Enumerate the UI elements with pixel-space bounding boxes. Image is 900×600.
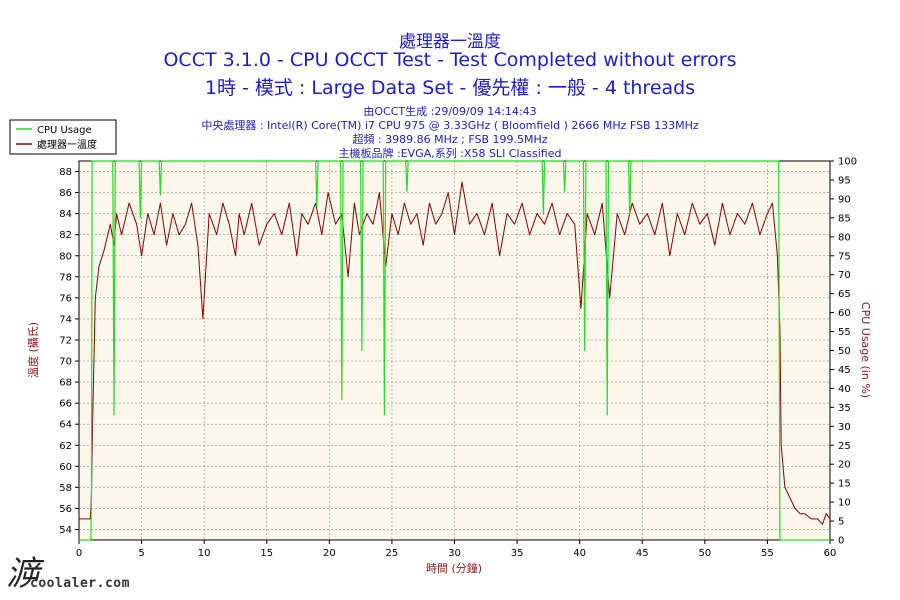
legend-label-cpu-usage: CPU Usage — [37, 125, 92, 136]
x-tick-label: 30 — [448, 548, 461, 559]
x-tick-label: 50 — [698, 548, 711, 559]
y-right-tick-label: 60 — [838, 308, 851, 319]
y-right-tick-label: 30 — [838, 422, 851, 433]
y-right-tick-label: 75 — [838, 251, 851, 262]
y-left-tick-label: 56 — [59, 504, 72, 515]
y-right-tick-label: 40 — [838, 384, 851, 395]
x-tick-label: 0 — [76, 548, 82, 559]
info-generated: 由OCCT生成 :29/09/09 14:14:43 — [363, 105, 537, 118]
y-left-tick-label: 62 — [59, 441, 72, 452]
y-left-tick-label: 64 — [59, 420, 72, 431]
y-right-tick-label: 85 — [838, 213, 851, 224]
info-motherboard: 主機板品牌 :EVGA,系列 :X58 SLI Classified — [338, 147, 562, 160]
y-left-tick-label: 68 — [59, 378, 72, 389]
x-axis-label: 時間 (分鐘) — [426, 561, 482, 575]
x-tick-label: 5 — [138, 548, 144, 559]
y-right-tick-label: 50 — [838, 346, 851, 357]
grid — [79, 161, 830, 540]
y-left-tick-label: 80 — [59, 251, 72, 262]
y-right-tick-label: 100 — [838, 157, 857, 168]
y-left-tick-label: 88 — [59, 167, 72, 178]
chart-title-line1: 處理器一溫度 — [399, 32, 501, 52]
y-axis-right-label: CPU Usage (in %) — [859, 302, 872, 398]
legend-label-temperature: 處理器一溫度 — [37, 138, 97, 151]
y-right-tick-label: 0 — [838, 536, 844, 547]
y-right-tick-label: 55 — [838, 327, 851, 338]
y-axis-left-label: 溫度 (攝氏) — [26, 322, 40, 378]
x-tick-label: 60 — [824, 548, 837, 559]
y-left-tick-label: 70 — [59, 357, 72, 368]
y-axis-right: 0 5 10 15 20 25 30 35 40 45 50 55 60 65 70 75 80 85 90 95 10… — [830, 157, 857, 547]
y-right-tick-label: 45 — [838, 365, 851, 376]
chart-title-line2: OCCT 3.1.0 - CPU OCCT Test - Test Comple… — [163, 49, 737, 71]
x-tick-label: 45 — [636, 548, 649, 559]
x-tick-label: 10 — [198, 548, 211, 559]
y-left-tick-label: 86 — [59, 188, 72, 199]
x-axis: 0 5 10 15 20 25 30 35 40 45 50 55 60 — [76, 540, 837, 559]
x-tick-label: 35 — [511, 548, 524, 559]
info-cpu: 中央處理器 : Intel(R) Core(TM) i7 CPU 975 @ 3… — [201, 119, 699, 132]
y-right-tick-label: 5 — [838, 517, 844, 528]
y-right-tick-label: 65 — [838, 289, 851, 300]
x-tick-label: 25 — [386, 548, 399, 559]
y-left-tick-label: 60 — [59, 462, 72, 473]
info-overclock: 超頻 : 3989.86 MHz ; FSB 199.5MHz — [352, 133, 548, 146]
y-left-tick-label: 82 — [59, 230, 72, 241]
y-right-tick-label: 10 — [838, 498, 851, 509]
y-left-tick-label: 54 — [59, 525, 72, 536]
y-axis-left: 54 56 58 60 62 64 66 68 70 72 74 76 78 80 82 84 86 88 — [59, 167, 79, 536]
y-right-tick-label: 25 — [838, 441, 851, 452]
y-right-tick-label: 80 — [838, 232, 851, 243]
legend: CPU Usage 處理器一溫度 — [9, 119, 117, 155]
y-left-tick-label: 72 — [59, 335, 72, 346]
y-right-tick-label: 15 — [838, 479, 851, 490]
y-left-tick-label: 78 — [59, 272, 72, 283]
series-line-cpu-usage — [79, 160, 830, 541]
legend-box — [9, 119, 117, 155]
x-tick-label: 40 — [573, 548, 586, 559]
watermark-text: coolaler.com — [30, 576, 130, 591]
y-left-tick-label: 66 — [59, 399, 72, 410]
series-layer — [79, 160, 831, 541]
chart-title-line3: 1時 - 模式 : Large Data Set - 優先權 : 一般 - 4 … — [204, 77, 696, 99]
x-tick-label: 20 — [323, 548, 336, 559]
y-right-tick-label: 20 — [838, 460, 851, 471]
series-line-temperature — [79, 181, 831, 525]
y-right-tick-label: 35 — [838, 403, 851, 414]
watermark-logo: 㴑 — [6, 554, 40, 594]
x-tick-label: 55 — [761, 548, 774, 559]
y-left-tick-label: 74 — [59, 314, 72, 325]
y-left-tick-label: 58 — [59, 483, 72, 494]
y-right-tick-label: 70 — [838, 270, 851, 281]
y-left-tick-label: 84 — [59, 209, 72, 220]
y-right-tick-label: 95 — [838, 175, 851, 186]
x-tick-label: 15 — [260, 548, 273, 559]
y-right-tick-label: 90 — [838, 194, 851, 205]
y-left-tick-label: 76 — [59, 293, 72, 304]
